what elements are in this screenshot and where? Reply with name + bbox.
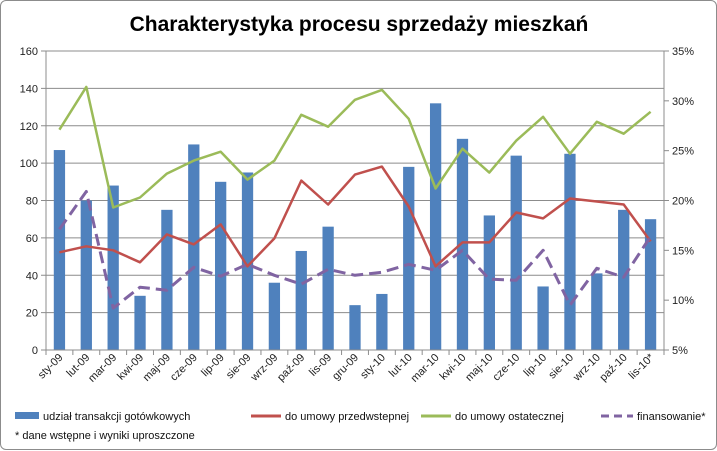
x-axis-label: sty-09 bbox=[36, 352, 66, 382]
bar bbox=[483, 215, 495, 350]
x-axis-label: maj-10 bbox=[463, 352, 495, 384]
bar bbox=[295, 250, 307, 350]
bar-series bbox=[53, 103, 657, 350]
left-axis-label: 120 bbox=[20, 121, 38, 133]
x-axis-label: cze-09 bbox=[168, 352, 200, 384]
x-axis-label: lip-09 bbox=[199, 352, 227, 380]
gridlines bbox=[46, 50, 664, 351]
bar bbox=[188, 144, 200, 350]
x-axis-label: wrz-10 bbox=[570, 352, 603, 385]
legend-label: finansowanie* bbox=[637, 411, 706, 423]
bar bbox=[161, 209, 173, 350]
left-axis-label: 40 bbox=[26, 270, 38, 282]
x-axis-label: lip-10 bbox=[522, 352, 550, 380]
series-line bbox=[58, 190, 652, 310]
right-axis-label: 25% bbox=[672, 146, 694, 158]
x-axis-label: maj-09 bbox=[141, 352, 173, 384]
series-line bbox=[58, 85, 652, 209]
bar bbox=[376, 293, 388, 350]
left-axis-label: 80 bbox=[26, 196, 38, 208]
legend-label: do umowy ostatecznej bbox=[455, 411, 564, 423]
bar bbox=[618, 209, 630, 350]
right-axis-label: 10% bbox=[672, 295, 694, 307]
x-axis-label: kwi-10 bbox=[438, 352, 469, 383]
left-axis-label: 160 bbox=[20, 46, 38, 58]
x-axis-label: wrz-09 bbox=[248, 352, 281, 385]
bar bbox=[429, 103, 442, 350]
legend-label: udział transakcji gotówkowych bbox=[43, 411, 190, 423]
bar bbox=[268, 282, 281, 350]
bar bbox=[456, 138, 469, 350]
bar bbox=[403, 166, 415, 350]
legend-swatch bbox=[15, 412, 39, 419]
x-axis-label: cze-10 bbox=[490, 352, 522, 384]
left-axis-label: 100 bbox=[20, 158, 38, 170]
bar bbox=[241, 172, 254, 350]
bar bbox=[80, 200, 92, 350]
bar bbox=[510, 155, 522, 350]
right-axis-label: 20% bbox=[672, 196, 694, 208]
series-line bbox=[59, 165, 652, 268]
legend: udział transakcji gotówkowych do umowy pr… bbox=[15, 411, 706, 423]
line-series bbox=[58, 85, 652, 310]
x-axis-label: mar-10 bbox=[409, 352, 442, 385]
bar bbox=[322, 226, 334, 350]
bar bbox=[644, 219, 657, 350]
x-axis-label: paź-10 bbox=[598, 352, 630, 384]
x-axis-label: gru-09 bbox=[330, 352, 361, 383]
bar bbox=[537, 286, 549, 350]
bar bbox=[134, 295, 146, 350]
left-axis-label: 140 bbox=[20, 83, 38, 95]
legend-label: do umowy przedwstepnej bbox=[285, 411, 409, 423]
left-axis-label: 20 bbox=[26, 308, 38, 320]
footnote: * dane wstępne i wyniki uproszczone bbox=[15, 430, 195, 442]
chart-title: Charakterystyka procesu sprzedaży mieszk… bbox=[130, 13, 589, 36]
x-axis-label: paź-09 bbox=[275, 352, 307, 384]
bar bbox=[53, 150, 66, 350]
bar bbox=[215, 181, 227, 350]
x-axis-label: mar-09 bbox=[86, 352, 119, 385]
left-axis-label: 0 bbox=[32, 345, 38, 357]
x-axis-label: kwi-09 bbox=[115, 352, 146, 383]
left-axis-label: 60 bbox=[26, 233, 38, 245]
right-axis-label: 35% bbox=[672, 46, 694, 58]
bar bbox=[107, 185, 119, 350]
x-axis-label: sty-10 bbox=[358, 352, 388, 382]
right-axis-label: 15% bbox=[672, 245, 694, 257]
bar bbox=[349, 305, 361, 350]
bar bbox=[564, 153, 576, 350]
x-axis-label: lis-10* bbox=[627, 351, 658, 382]
right-axis-label: 5% bbox=[672, 345, 688, 357]
right-axis-label: 30% bbox=[672, 96, 694, 108]
bar bbox=[591, 273, 603, 350]
